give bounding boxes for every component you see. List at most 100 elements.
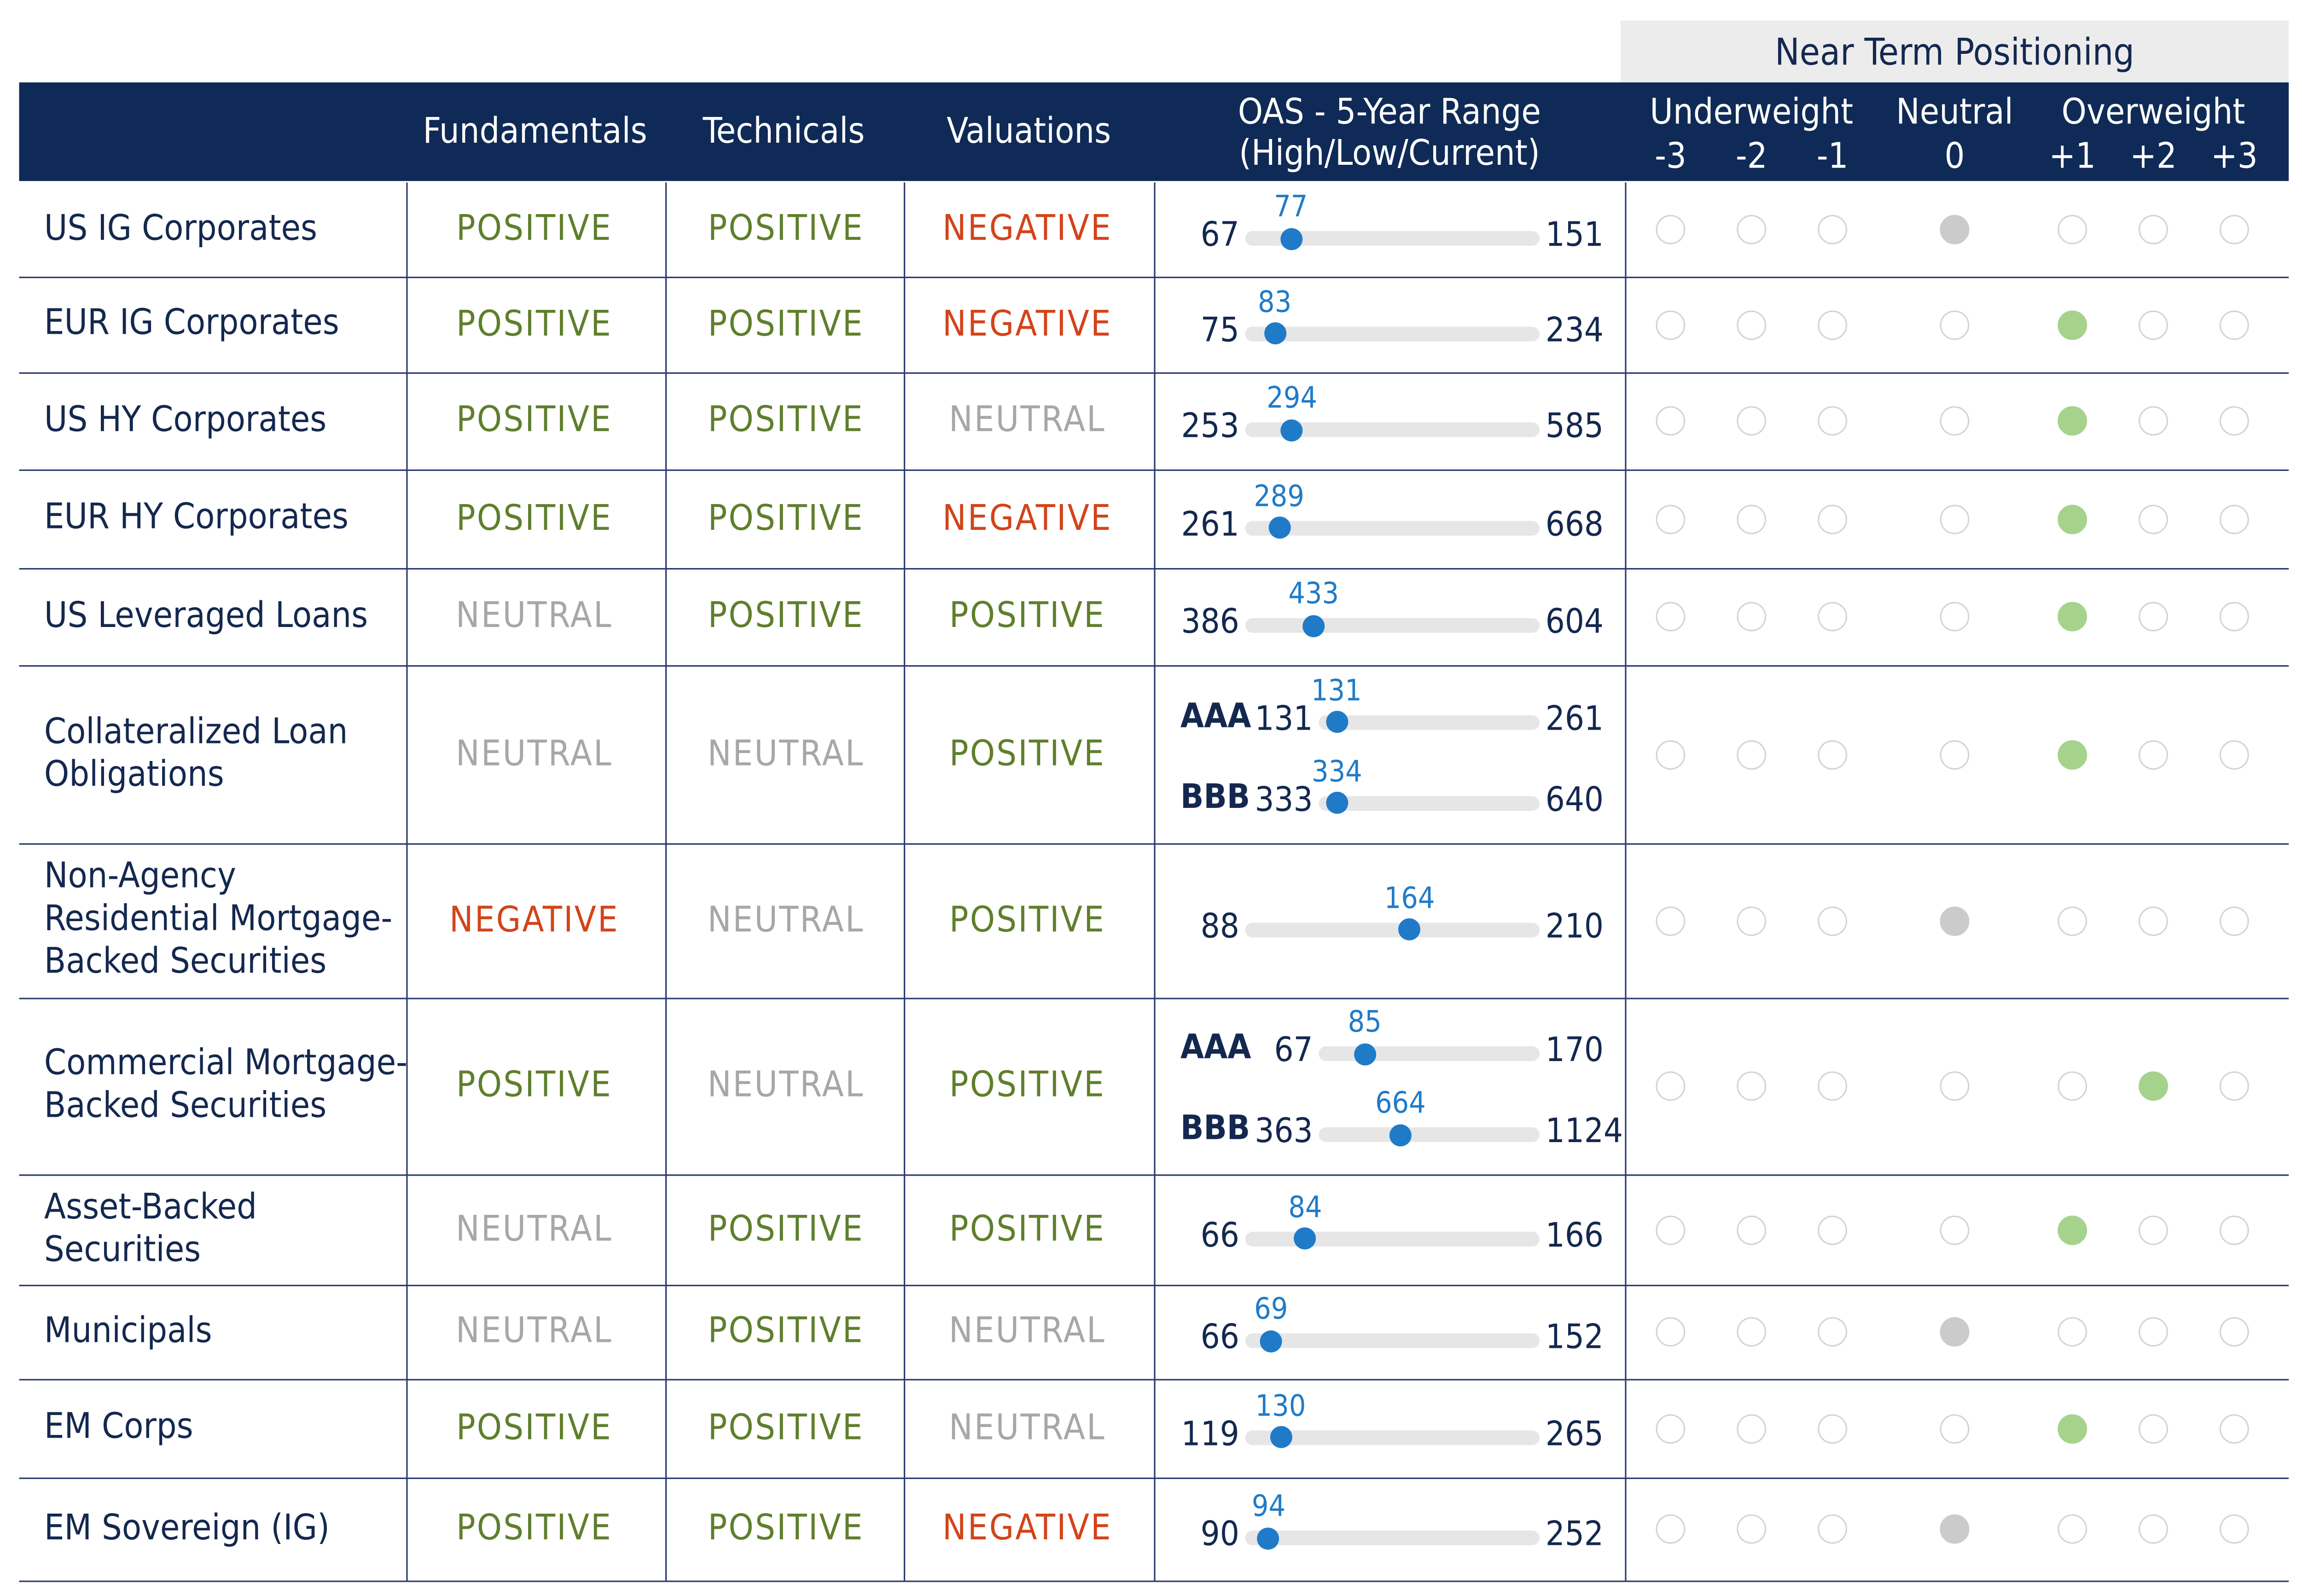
oas-low-value: 66 <box>1200 1318 1239 1357</box>
positioning-dot <box>1818 309 1848 339</box>
technicals-rating: POSITIVE <box>708 1310 864 1351</box>
oas-low-value: 261 <box>1181 505 1239 544</box>
technicals-rating: NEUTRAL <box>707 732 865 773</box>
oas-high-value: 234 <box>1545 311 1604 350</box>
oas-current-value: 131 <box>1311 672 1362 708</box>
oas-low-value: 88 <box>1200 907 1239 946</box>
technicals-rating: POSITIVE <box>708 399 864 440</box>
positioning-dot <box>2139 1317 2168 1347</box>
oas-tier-label: BBB <box>1180 1109 1250 1148</box>
row-divider <box>19 1379 2289 1381</box>
fundamentals-rating: POSITIVE <box>456 1064 612 1105</box>
oas-current-marker <box>1281 418 1303 441</box>
positioning-dot <box>1940 1413 1970 1443</box>
positioning-dot <box>1656 309 1686 339</box>
positioning-dot <box>2058 215 2087 244</box>
near-term-title: Near Term Positioning <box>1775 31 2134 74</box>
technicals-rating: POSITIVE <box>708 1406 864 1448</box>
header-fundamentals: Fundamentals <box>423 110 647 152</box>
oas-low-value: 386 <box>1181 603 1239 642</box>
oas-current-value: 289 <box>1254 477 1305 513</box>
fundamentals-rating: NEUTRAL <box>456 732 613 773</box>
positioning-dot <box>2219 905 2249 935</box>
fundamentals-rating: NEUTRAL <box>456 1207 613 1249</box>
positioning-dot <box>1940 739 1970 769</box>
positioning-dot <box>2058 1317 2087 1347</box>
sector-label: Municipals <box>44 1309 212 1351</box>
positioning-dot <box>2219 1317 2249 1347</box>
oas-high-value: 152 <box>1545 1318 1604 1357</box>
row-divider <box>19 1284 2289 1287</box>
row-divider <box>19 1580 2289 1582</box>
near-term-header-box <box>1620 20 2289 83</box>
valuations-rating: POSITIVE <box>949 898 1105 940</box>
positioning-dot <box>1940 1317 1970 1347</box>
valuations-rating: NEUTRAL <box>949 1310 1106 1351</box>
positioning-dot <box>2058 1514 2087 1544</box>
oas-range-bar <box>1319 1127 1540 1142</box>
sector-label: US HY Corporates <box>44 398 327 440</box>
oas-current-marker <box>1269 1426 1292 1448</box>
positioning-dot <box>1656 215 1686 244</box>
header-technicals: Technicals <box>703 110 865 152</box>
positioning-dot <box>1656 1215 1686 1244</box>
positioning-dot <box>1940 504 1970 534</box>
oas-high-value: 151 <box>1545 216 1604 255</box>
sector-label: Non-Agency Residential Mortgage- Backed … <box>44 855 393 982</box>
valuations-rating: NEGATIVE <box>942 1507 1112 1549</box>
oas-high-value: 265 <box>1545 1415 1604 1453</box>
positioning-dot <box>2219 1413 2249 1443</box>
row-divider <box>19 665 2289 667</box>
oas-range-bar <box>1245 1333 1540 1348</box>
fundamentals-rating: POSITIVE <box>456 207 612 249</box>
oas-range-bar <box>1245 1231 1540 1246</box>
positioning-dot <box>2058 739 2087 769</box>
row-divider <box>19 568 2289 570</box>
positioning-dot <box>1818 1071 1848 1101</box>
oas-current-marker <box>1302 614 1325 637</box>
oas-low-value: 67 <box>1274 1032 1313 1070</box>
oas-low-value: 66 <box>1200 1216 1239 1255</box>
positioning-dot <box>2058 1413 2087 1443</box>
oas-tier-label: AAA <box>1180 1028 1251 1067</box>
fundamentals-rating: POSITIVE <box>456 496 612 538</box>
fundamentals-rating: NEGATIVE <box>449 898 619 940</box>
positioning-dot <box>1940 215 1970 244</box>
oas-low-value: 253 <box>1181 407 1239 446</box>
column-divider <box>406 182 408 1581</box>
positioning-dot <box>1818 504 1848 534</box>
positioning-dot <box>1656 406 1686 436</box>
oas-tier-label: BBB <box>1180 778 1250 816</box>
oas-current-value: 130 <box>1255 1387 1306 1422</box>
oas-current-marker <box>1279 227 1302 250</box>
valuations-rating: POSITIVE <box>949 1064 1105 1105</box>
sector-label: EM Corps <box>44 1405 193 1447</box>
sector-label: EUR IG Corporates <box>44 302 339 343</box>
oas-low-value: 131 <box>1255 700 1313 738</box>
technicals-rating: POSITIVE <box>708 1507 864 1549</box>
oas-high-value: 668 <box>1545 505 1604 544</box>
positioning-dot <box>2219 1215 2249 1244</box>
valuations-rating: NEGATIVE <box>942 302 1112 344</box>
valuations-rating: POSITIVE <box>949 732 1105 773</box>
positioning-dot <box>2139 1413 2168 1443</box>
oas-current-marker <box>1398 918 1421 940</box>
positioning-dot <box>1656 602 1686 632</box>
positioning-dot <box>2219 309 2249 339</box>
oas-current-value: 85 <box>1348 1004 1382 1039</box>
oas-range-bar <box>1245 922 1540 937</box>
positioning-dot <box>2058 504 2087 534</box>
positioning-dot <box>1940 1215 1970 1244</box>
oas-range-bar <box>1319 1046 1540 1061</box>
oas-current-value: 294 <box>1267 379 1317 415</box>
positioning-dot <box>2139 1215 2168 1244</box>
positioning-dot <box>2139 602 2168 632</box>
oas-current-value: 164 <box>1384 879 1435 915</box>
fundamentals-rating: NEUTRAL <box>456 594 613 636</box>
oas-range-bar <box>1245 326 1540 341</box>
technicals-rating: POSITIVE <box>708 207 864 249</box>
row-divider <box>19 843 2289 845</box>
positioning-dot <box>1940 905 1970 935</box>
positioning-dot <box>2219 1514 2249 1544</box>
positioning-dot <box>2139 215 2168 244</box>
